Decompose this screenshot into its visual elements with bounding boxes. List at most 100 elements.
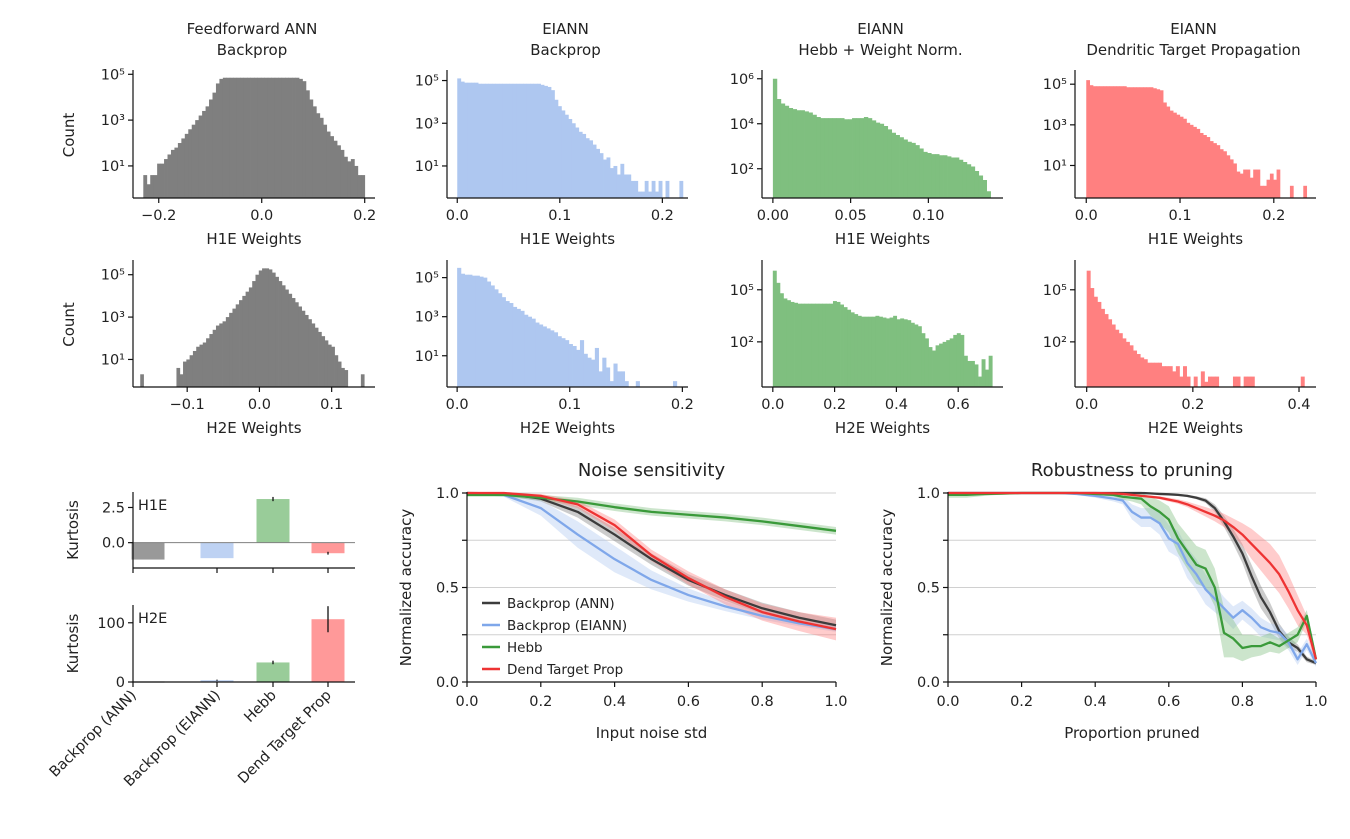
histogram-bar bbox=[927, 153, 932, 198]
histogram-bar bbox=[568, 118, 573, 198]
histogram-bar bbox=[921, 333, 926, 387]
histogram-bar bbox=[1179, 376, 1184, 387]
histogram-bar bbox=[1129, 87, 1134, 198]
histogram-bar bbox=[340, 149, 345, 198]
kurtosis-bar bbox=[200, 680, 234, 682]
histogram-bar bbox=[177, 143, 182, 198]
histogram-bar bbox=[357, 175, 362, 198]
histogram-bar bbox=[323, 124, 328, 198]
histogram-bar bbox=[478, 83, 482, 198]
histogram-bar bbox=[1276, 169, 1281, 198]
histogram-bar bbox=[1289, 185, 1294, 198]
histogram-bar bbox=[274, 77, 279, 198]
histogram-bar bbox=[832, 118, 837, 198]
histogram-bar bbox=[591, 359, 596, 387]
histogram-bar bbox=[883, 126, 889, 198]
histogram-bar bbox=[140, 374, 144, 387]
histogram-bar bbox=[950, 157, 956, 198]
chart-title-line: Dendritic Target Propagation bbox=[1086, 41, 1300, 59]
histogram-bar bbox=[679, 180, 684, 198]
category-label: Backprop (EIANN) bbox=[121, 688, 224, 791]
histogram-bar bbox=[243, 77, 248, 198]
x-tick-label: 0.4 bbox=[885, 397, 908, 413]
chart-title: Noise sensitivity bbox=[578, 460, 726, 481]
x-tick-label: 0.2 bbox=[1262, 208, 1285, 224]
histogram-bar bbox=[963, 355, 968, 387]
histogram-bar bbox=[855, 118, 861, 198]
x-axis-label: H2E Weights bbox=[835, 419, 930, 437]
histogram-bar bbox=[783, 298, 788, 387]
histogram-bar bbox=[978, 175, 984, 198]
y-tick-label: 10² bbox=[1043, 335, 1067, 351]
histogram-bar bbox=[939, 343, 944, 387]
line-chart-pruning-robustness: 0.0 0.2 0.4 0.6 0.8 1.0 0.0 0.5 1.0 Robustness to… bbox=[878, 460, 1328, 742]
histogram-bar bbox=[209, 99, 213, 198]
histogram-bar bbox=[1233, 163, 1237, 198]
histogram-bar bbox=[564, 114, 569, 198]
x-axis-label: H2E Weights bbox=[520, 419, 615, 437]
histogram-bar bbox=[309, 99, 314, 198]
histogram-bar bbox=[302, 81, 307, 198]
histogram-bar bbox=[242, 295, 247, 387]
histogram-hist-dtp-h1e: 0.0 0.1 0.2 10¹ 10³ 10⁵ H1E Weights EIANN Dendri… bbox=[1043, 20, 1316, 248]
histogram-bar bbox=[1118, 333, 1123, 387]
histogram-bar bbox=[215, 83, 220, 198]
histogram-bar bbox=[354, 165, 359, 198]
x-tick-label: 0.6 bbox=[1157, 694, 1180, 710]
histogram-bar bbox=[252, 281, 256, 387]
histogram-bar bbox=[226, 77, 231, 198]
histogram-bar bbox=[943, 155, 948, 198]
y-tick-label: 1.0 bbox=[436, 486, 459, 502]
confidence-band bbox=[467, 493, 836, 632]
histogram-bar bbox=[804, 111, 809, 198]
histogram-bar bbox=[875, 122, 881, 198]
histogram-bar bbox=[285, 77, 289, 198]
histogram-bar bbox=[1200, 371, 1205, 387]
histogram-bar bbox=[1199, 132, 1204, 198]
histogram-bar bbox=[245, 291, 250, 387]
histogram-bar bbox=[947, 156, 952, 198]
confidence-band bbox=[948, 493, 1316, 665]
histogram-bar bbox=[627, 174, 632, 198]
histogram-bar bbox=[1206, 137, 1211, 198]
histogram-bar bbox=[490, 285, 495, 387]
histogram-bar bbox=[895, 135, 900, 198]
histogram-bar bbox=[1158, 362, 1163, 387]
histogram-bar bbox=[847, 309, 852, 387]
histogram-bar bbox=[635, 381, 640, 387]
histogram-bar bbox=[966, 164, 972, 198]
series-line bbox=[948, 491, 1318, 660]
x-axis-label: H2E Weights bbox=[206, 419, 301, 437]
histogram-bar bbox=[298, 78, 303, 198]
histogram-bar bbox=[1147, 362, 1152, 387]
x-axis-label: H2E Weights bbox=[1148, 419, 1243, 437]
histogram-bar bbox=[840, 118, 845, 198]
histogram-bar bbox=[598, 371, 603, 387]
histogram-bar bbox=[1099, 86, 1104, 198]
histogram-bar bbox=[1223, 151, 1227, 198]
histogram-bar bbox=[939, 155, 944, 198]
y-axis-label: Count bbox=[60, 302, 78, 347]
y-axis-label: Normalized accuracy bbox=[397, 509, 415, 667]
histogram-bar bbox=[800, 110, 805, 198]
histogram-bar bbox=[533, 83, 538, 198]
histogram-bar bbox=[1211, 376, 1216, 387]
histogram-bar bbox=[312, 106, 317, 198]
histogram-bar bbox=[1213, 143, 1217, 198]
histogram-bar bbox=[1186, 122, 1191, 198]
histogram-bar bbox=[985, 369, 990, 387]
histogram-bar bbox=[603, 159, 607, 198]
x-tick-label: 0.8 bbox=[751, 694, 774, 710]
histogram-bar bbox=[864, 316, 869, 387]
histogram-bar bbox=[150, 175, 155, 198]
histogram-bar bbox=[871, 316, 876, 387]
histogram-bar bbox=[331, 346, 335, 387]
histogram-bar bbox=[206, 338, 210, 387]
y-tick-label: 10³ bbox=[101, 310, 125, 326]
x-tick-label: 0.2 bbox=[671, 397, 694, 413]
y-tick-label: 10¹ bbox=[1043, 158, 1067, 174]
histogram-bar bbox=[468, 274, 473, 387]
histogram-bar bbox=[457, 267, 462, 387]
histogram-bar bbox=[1115, 329, 1120, 387]
y-tick-label: 10⁴ bbox=[730, 117, 754, 133]
